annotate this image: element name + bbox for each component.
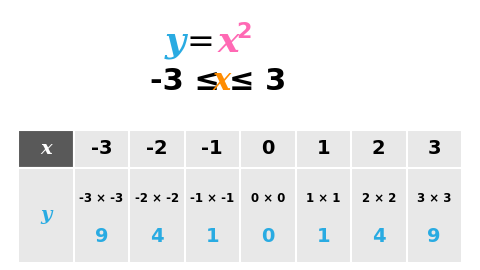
Text: -1: -1 <box>202 140 223 158</box>
Text: -2: -2 <box>146 140 168 158</box>
Text: x: x <box>213 66 231 97</box>
Text: 4: 4 <box>372 227 385 246</box>
Text: 1: 1 <box>316 140 330 158</box>
Text: =: = <box>186 25 214 59</box>
Bar <box>407 168 462 263</box>
Text: x: x <box>40 140 51 158</box>
Bar <box>73 168 129 263</box>
Text: x: x <box>217 25 239 59</box>
Bar <box>129 130 184 168</box>
Bar <box>129 168 184 263</box>
Text: y: y <box>40 207 51 224</box>
Text: -3: -3 <box>91 140 112 158</box>
Bar <box>296 130 351 168</box>
Bar <box>296 168 351 263</box>
Text: 0: 0 <box>261 227 275 246</box>
Bar <box>240 168 296 263</box>
Text: 1: 1 <box>316 227 330 246</box>
Text: -3 ≤: -3 ≤ <box>150 68 220 96</box>
Text: -2 × -2: -2 × -2 <box>135 192 179 205</box>
Bar <box>18 168 73 263</box>
Bar <box>351 130 407 168</box>
Text: 2: 2 <box>236 22 252 42</box>
Text: 1: 1 <box>205 227 219 246</box>
Text: y: y <box>165 25 185 59</box>
Bar <box>73 130 129 168</box>
Bar <box>407 130 462 168</box>
Bar <box>18 130 73 168</box>
Text: -1 × -1: -1 × -1 <box>190 192 234 205</box>
Bar <box>351 168 407 263</box>
Text: 4: 4 <box>150 227 164 246</box>
Bar <box>184 130 240 168</box>
Text: 2: 2 <box>372 140 385 158</box>
Text: 2 × 2: 2 × 2 <box>361 192 396 205</box>
Text: 0 × 0: 0 × 0 <box>251 192 285 205</box>
Text: 1 × 1: 1 × 1 <box>306 192 340 205</box>
Text: 9: 9 <box>428 227 441 246</box>
Text: 0: 0 <box>261 140 275 158</box>
Text: 3: 3 <box>428 140 441 158</box>
Text: 3 × 3: 3 × 3 <box>417 192 451 205</box>
Text: -3 × -3: -3 × -3 <box>79 192 123 205</box>
Text: ≤ 3: ≤ 3 <box>229 68 287 96</box>
Bar <box>240 130 296 168</box>
Text: 9: 9 <box>95 227 108 246</box>
Bar <box>184 168 240 263</box>
